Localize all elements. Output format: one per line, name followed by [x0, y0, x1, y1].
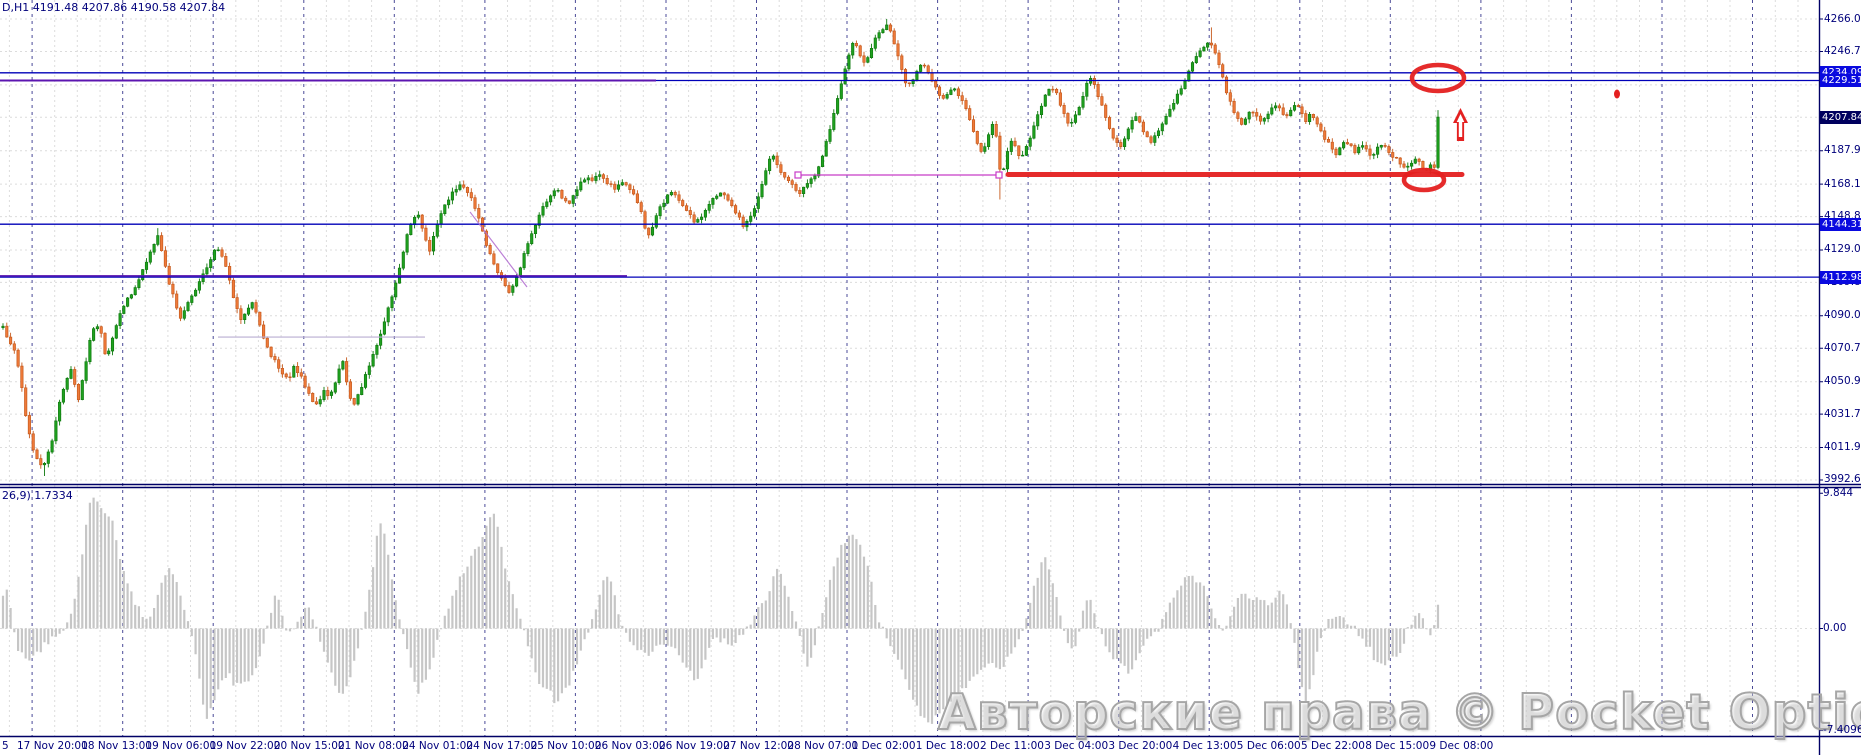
time-tick-label: 25 Nov 10:00 — [530, 740, 602, 752]
candle-wicks-up — [2, 19, 1439, 476]
horizontal-level-lines[interactable] — [0, 72, 1819, 278]
red-up-arrow-inner — [1456, 114, 1465, 137]
time-tick-label: 19 Nov 22:00 — [209, 740, 281, 752]
price-tick-label: 4266.00 — [1824, 12, 1861, 25]
diagonal-trendline[interactable] — [469, 211, 528, 288]
time-tick-label: 26 Nov 03:00 — [594, 740, 666, 752]
price-tick-label: 4168.10 — [1824, 177, 1861, 190]
candles-bullish — [1, 24, 1440, 466]
price-tick-label: 4031.70 — [1824, 407, 1861, 420]
time-tick-label: 18 Nov 13:00 — [81, 740, 152, 752]
price-tick-label: 4129.05 — [1824, 243, 1861, 256]
red-ellipse-annotation[interactable] — [1401, 167, 1447, 193]
price-tick-label: 3992.65 — [1824, 473, 1861, 486]
time-tick-label: 3 Dec 04:00 — [1044, 740, 1109, 752]
red-dot-annotation[interactable] — [1614, 89, 1620, 99]
price-tick-label: 4246.75 — [1824, 44, 1861, 57]
indicator-tick-label: 0.00 — [1823, 622, 1847, 634]
time-tick-label: 21 Nov 08:00 — [338, 740, 409, 752]
time-tick-label: 28 Nov 07:00 — [787, 740, 859, 752]
time-tick-label: 1 Dec 02:00 — [851, 740, 916, 752]
time-tick-label: 17 Nov 20:00 — [17, 740, 88, 752]
time-tick-label: 8 Dec 15:00 — [1365, 740, 1430, 752]
time-tick-label: 24 Nov 01:00 — [402, 740, 473, 752]
indicator-tick-label: 9.844 — [1823, 486, 1854, 499]
time-tick-label: 27 Nov 12:00 — [723, 740, 794, 752]
time-tick-label: 20 Nov 15:00 — [273, 740, 345, 752]
time-tick-label: 1 Dec 18:00 — [915, 740, 980, 752]
time-tick-label: 4 Dec 13:00 — [1172, 740, 1237, 752]
price-tick-label: 4070.75 — [1824, 341, 1861, 354]
price-tick-label: 4050.95 — [1824, 375, 1861, 388]
price-level-badge: 4144.31 — [1820, 217, 1861, 231]
time-tick-label: 24 Nov 17:00 — [466, 740, 538, 752]
time-tick-label: 5 Dec 06:00 — [1236, 740, 1301, 752]
price-level-badge: 4229.51 — [1820, 74, 1861, 88]
time-tick-label: 26 Nov 19:00 — [659, 740, 730, 752]
watermark: Авторские права © Pocket Option — [937, 683, 1861, 742]
time-tick-label: 5 Dec 22:00 — [1301, 740, 1365, 752]
current-price-badge: 4207.84 — [1820, 110, 1861, 124]
time-tick-label: 9 Dec 08:00 — [1429, 740, 1494, 752]
trendline-handle[interactable] — [794, 171, 802, 179]
price-level-badge: 4112.98 — [1820, 270, 1861, 284]
symbol-ohlc-info: D,H1 4191.48 4207.86 4190.58 4207.84 — [2, 1, 226, 14]
trendline-handle[interactable] — [995, 171, 1003, 179]
price-tick-label: 4011.90 — [1824, 441, 1861, 454]
candles-bearish — [5, 24, 1436, 466]
indicator-label: 26,9) 1.7334 — [2, 489, 73, 502]
grid-lines — [0, 0, 1819, 736]
price-tick-label: 4090.00 — [1824, 309, 1861, 322]
time-tick-label: 2 Dec 11:00 — [980, 740, 1044, 752]
time-tick-label-partial: 5 — [2, 740, 9, 752]
red-ellipse-annotation[interactable] — [1409, 62, 1467, 94]
candle-wicks-down — [6, 23, 1435, 469]
time-tick-label: 19 Nov 06:00 — [145, 740, 217, 752]
price-tick-label: 4187.90 — [1824, 144, 1861, 157]
time-tick-label: 3 Dec 20:00 — [1108, 740, 1173, 752]
indicator-tick-label: -7.4096 — [1823, 723, 1861, 736]
